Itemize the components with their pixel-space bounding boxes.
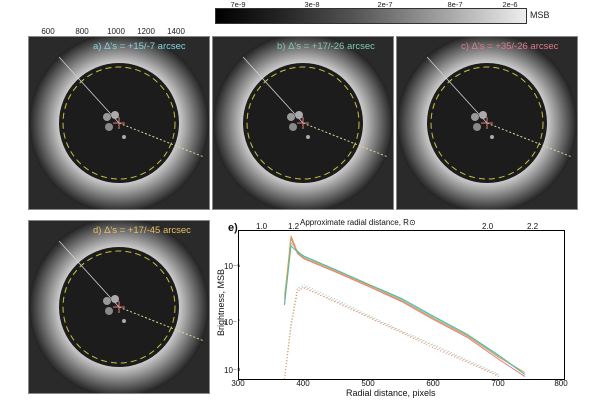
x-tick-label: 800 bbox=[554, 379, 568, 388]
colorbar bbox=[215, 8, 527, 24]
corona-image bbox=[213, 37, 393, 209]
plot-svg bbox=[284, 235, 526, 380]
colorbar-tick: 3e-8 bbox=[304, 0, 320, 9]
plot-top-tick: 2.2 bbox=[527, 222, 539, 231]
panel-label-a: a) Δ's = +15/-7 arcsec bbox=[93, 41, 186, 52]
panel-label-d: d) Δ's = +17/-45 arcsec bbox=[93, 225, 191, 236]
x-tick-label: 300 bbox=[231, 379, 245, 388]
top-tick-label: 1200 bbox=[137, 27, 155, 36]
corona-panel-c: c) Δ's = +35/-26 arcsec bbox=[396, 36, 578, 210]
series-line-5 bbox=[284, 287, 500, 380]
y-tick-label: 10⁻⁶ bbox=[224, 262, 241, 271]
plot-top-tick: 2.0 bbox=[482, 222, 494, 231]
series-line-6 bbox=[284, 286, 500, 380]
panel-label-c: c) Δ's = +35/-26 arcsec bbox=[461, 41, 559, 52]
corona-panel-b: b) Δ's = +17/-26 arcsec bbox=[212, 36, 394, 210]
corona-panel-a: a) Δ's = +15/-7 arcsec bbox=[28, 36, 210, 210]
colorbar-tick: 2e-6 bbox=[502, 0, 518, 9]
top-tick-label: 600 bbox=[41, 27, 55, 36]
plot-top-tick: 1.0 bbox=[256, 222, 268, 231]
plot-top-axis-label: Approximate radial distance, R⊙ bbox=[300, 218, 416, 227]
x-tick-label: 700 bbox=[491, 379, 505, 388]
x-tick-label: 500 bbox=[361, 379, 375, 388]
x-tick-label: 600 bbox=[426, 379, 440, 388]
y-tick-label: 10⁻⁷ bbox=[224, 318, 241, 327]
x-tick-label: 400 bbox=[296, 379, 310, 388]
colorbar-unit: MSB bbox=[530, 10, 550, 20]
y-axis-label: Brightness, MSB bbox=[216, 268, 226, 336]
corona-image bbox=[29, 221, 209, 393]
colorbar-tick: 7e-9 bbox=[230, 0, 246, 9]
top-tick-label: 1000 bbox=[107, 27, 125, 36]
brightness-plot bbox=[238, 230, 565, 380]
plot-top-tick: 1.2 bbox=[288, 222, 300, 231]
corona-image bbox=[29, 37, 209, 209]
plot-panel-letter: e) bbox=[228, 222, 238, 234]
series-line-0 bbox=[284, 241, 526, 375]
colorbar-tick: 8e-7 bbox=[447, 0, 463, 9]
corona-image bbox=[397, 37, 577, 209]
corona-panel-d: d) Δ's = +17/-45 arcsec bbox=[28, 220, 210, 394]
series-line-2 bbox=[284, 235, 526, 373]
panel-label-b: b) Δ's = +17/-26 arcsec bbox=[277, 41, 375, 52]
top-tick-label: 800 bbox=[75, 27, 89, 36]
series-line-3 bbox=[284, 244, 526, 375]
y-tick-label: 10⁻⁸ bbox=[224, 366, 241, 375]
x-axis-label: Radial distance, pixels bbox=[346, 388, 436, 398]
colorbar-tick: 2e-7 bbox=[377, 0, 393, 9]
series-line-4 bbox=[284, 284, 500, 380]
top-tick-label: 1400 bbox=[167, 27, 185, 36]
series-line-1 bbox=[284, 237, 526, 378]
